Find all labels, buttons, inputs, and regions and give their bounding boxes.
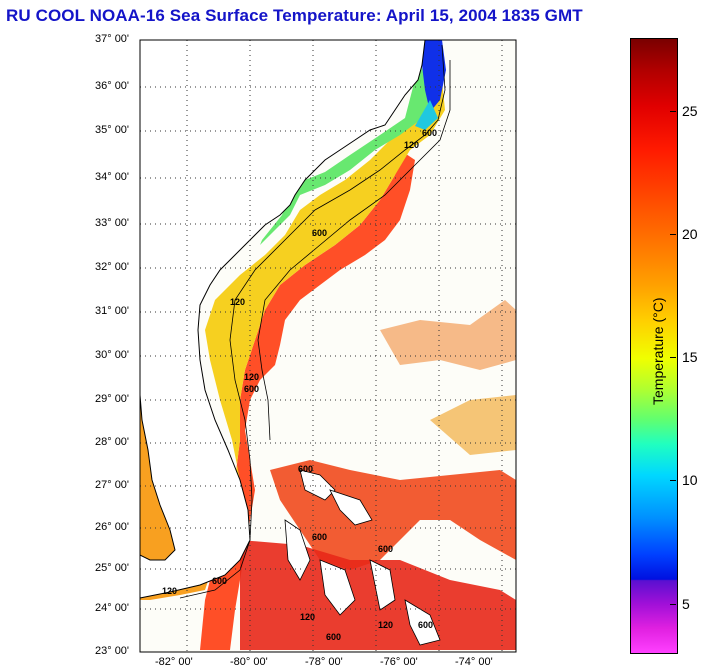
colorbar-tick-mark bbox=[670, 480, 676, 481]
lat-tick-label: 31° 00' bbox=[95, 305, 130, 317]
lat-tick-label: 27° 00' bbox=[95, 479, 130, 491]
lat-tick-label: 28° 00' bbox=[95, 436, 130, 448]
lon-tick-label: -76° 00' bbox=[380, 656, 418, 668]
isobath-label: 120 bbox=[230, 297, 245, 307]
lat-tick-label: 32° 00' bbox=[95, 261, 130, 273]
isobath-label: 120 bbox=[162, 586, 177, 596]
colorbar-tick-label: 20 bbox=[682, 226, 698, 242]
isobath-label: 120 bbox=[378, 620, 393, 630]
sea-surface-temperature-field bbox=[140, 40, 516, 650]
isobath-labels: 120 600 600 120 600 120 600 120 600 600 … bbox=[162, 128, 437, 642]
temperature-colorbar: 25 20 15 10 5 bbox=[630, 38, 698, 654]
isobath-label: 600 bbox=[378, 544, 393, 554]
colorbar-tick-mark bbox=[670, 111, 676, 112]
bahamas-islands bbox=[284, 469, 441, 646]
graticule bbox=[140, 40, 516, 652]
colorbar-tick-mark bbox=[670, 357, 676, 358]
lat-tick-label: 37° 00' bbox=[95, 33, 130, 45]
isobath-label: 120 bbox=[300, 612, 315, 622]
coastline bbox=[139, 39, 426, 599]
lat-tick-label: 36° 00' bbox=[95, 80, 130, 92]
isobath-label: 120 bbox=[404, 140, 419, 150]
isobath-label: 600 bbox=[422, 128, 437, 138]
lon-tick-label: -74° 00' bbox=[455, 656, 493, 668]
lat-tick-label: 23° 00' bbox=[95, 645, 130, 657]
isobath-label: 600 bbox=[312, 532, 327, 542]
colorbar-tick-label: 25 bbox=[682, 103, 698, 119]
isobath-label: 600 bbox=[244, 384, 259, 394]
colorbar-tick-label: 15 bbox=[682, 349, 698, 365]
lat-tick-label: 25° 00' bbox=[95, 562, 130, 574]
isobath-label: 600 bbox=[212, 576, 227, 586]
map-frame bbox=[139, 39, 517, 653]
lat-tick-label: 24° 00' bbox=[95, 602, 130, 614]
lon-tick-label: -82° 00' bbox=[155, 656, 193, 668]
isobath-label: 600 bbox=[312, 228, 327, 238]
lat-tick-label: 30° 00' bbox=[95, 349, 130, 361]
lat-tick-label: 26° 00' bbox=[95, 521, 130, 533]
lat-tick-label: 34° 00' bbox=[95, 171, 130, 183]
lon-tick-label: -80° 00' bbox=[230, 656, 268, 668]
lat-tick-label: 29° 00' bbox=[95, 393, 130, 405]
colorbar-tick-label: 10 bbox=[682, 472, 698, 488]
lat-tick-label: 35° 00' bbox=[95, 124, 130, 136]
lon-tick-label: -78° 00' bbox=[305, 656, 343, 668]
isobath-label: 600 bbox=[418, 620, 433, 630]
isobath-label: 600 bbox=[326, 632, 341, 642]
colorbar-tick-mark bbox=[670, 604, 676, 605]
map-title: RU COOL NOAA-16 Sea Surface Temperature:… bbox=[6, 6, 583, 25]
colorbar-tick-mark bbox=[670, 234, 676, 235]
colorbar-tick-label: 5 bbox=[682, 596, 690, 612]
colorbar-gradient bbox=[630, 38, 678, 654]
isobath-contours bbox=[179, 44, 451, 599]
isobath-label: 120 bbox=[244, 372, 259, 382]
isobath-label: 600 bbox=[298, 464, 313, 474]
colorbar-label: Temperature (°C) bbox=[650, 297, 666, 405]
lat-tick-label: 33° 00' bbox=[95, 217, 130, 229]
